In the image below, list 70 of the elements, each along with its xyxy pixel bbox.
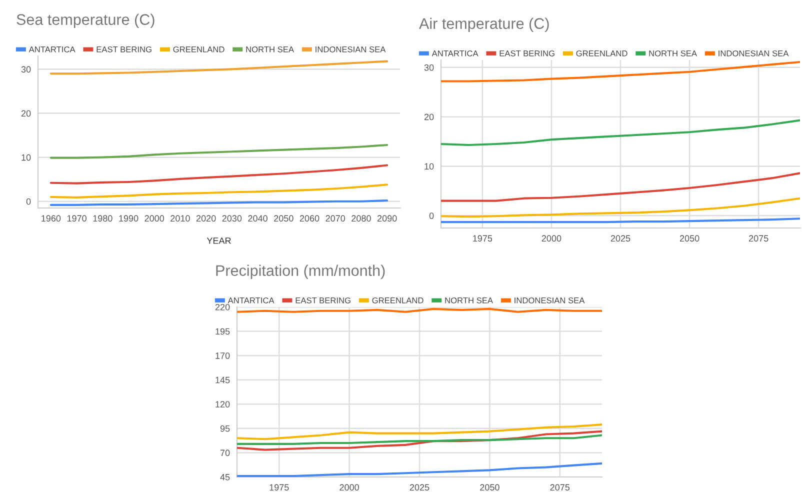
line-series xyxy=(441,60,800,82)
x-tick-label: 2040 xyxy=(248,215,268,222)
x-tick-label: 2050 xyxy=(680,235,700,242)
y-tick-label: 0 xyxy=(26,198,31,205)
line-series xyxy=(50,164,388,184)
y-tick-label: 20 xyxy=(21,110,31,117)
y-tick-label: 45 xyxy=(220,474,230,480)
x-tick-label: 2025 xyxy=(410,484,430,491)
line-series xyxy=(50,144,388,159)
legend-label: EAST BERING xyxy=(296,297,350,304)
y-tick-label: 220 xyxy=(215,304,230,310)
legend-label: NORTH SEA xyxy=(445,297,493,304)
chart-title: Sea temperature (C) xyxy=(16,14,154,28)
legend-label: GREENLAND xyxy=(372,297,424,304)
x-tick-label: 1990 xyxy=(119,215,138,222)
y-tick-label: 30 xyxy=(424,64,434,71)
line-series xyxy=(441,119,800,146)
x-tick-label: 2010 xyxy=(170,215,190,222)
legend-label: NORTH SEA xyxy=(246,46,294,52)
legend-label: GREENLAND xyxy=(576,50,628,56)
x-tick-label: 2000 xyxy=(144,215,164,222)
legend-label: NORTH SEA xyxy=(649,50,697,56)
y-tick-label: 170 xyxy=(216,352,230,359)
y-tick-label: 195 xyxy=(216,328,230,335)
legend-label: ANTARTICA xyxy=(432,50,478,56)
legend-label: ANTARTICA xyxy=(28,46,76,52)
y-tick-label: 95 xyxy=(220,425,230,432)
x-tick-label: 1970 xyxy=(67,215,86,222)
x-tick-label: 2050 xyxy=(480,484,500,491)
line-series xyxy=(237,430,602,451)
y-tick-label: 10 xyxy=(22,154,31,161)
legend-label: INDONESIAN SEA xyxy=(514,297,585,304)
legend-label: INDONESIAN SEA xyxy=(316,46,386,52)
legend-label: GREENLAND xyxy=(173,46,224,52)
x-tick-label: 1960 xyxy=(42,215,61,222)
x-axis-title: YEAR xyxy=(206,238,231,244)
y-tick-label: 145 xyxy=(216,376,230,384)
chart-title: Air temperature (C) xyxy=(419,18,549,32)
y-tick-label: 30 xyxy=(21,66,31,73)
x-tick-label: 2030 xyxy=(222,215,242,222)
line-series xyxy=(237,434,602,446)
x-tick-label: 2070 xyxy=(326,215,346,222)
y-tick-label: 20 xyxy=(424,114,434,120)
line-series xyxy=(441,172,800,202)
y-tick-label: 120 xyxy=(216,401,230,408)
x-tick-label: 2020 xyxy=(196,215,216,222)
chart-title: Precipitation (mm/month) xyxy=(216,264,385,279)
y-tick-label: 70 xyxy=(220,450,230,456)
x-tick-label: 2075 xyxy=(550,484,570,491)
y-tick-label: 0 xyxy=(429,212,434,220)
line-series xyxy=(50,60,388,75)
x-tick-label: 2090 xyxy=(377,215,397,222)
x-tick-label: 2000 xyxy=(542,235,562,242)
y-tick-label: 10 xyxy=(424,163,434,170)
legend-label: EAST BERING xyxy=(96,46,152,52)
line-series xyxy=(50,184,388,198)
x-tick-label: 2025 xyxy=(610,235,630,242)
legend-label: ANTARTICA xyxy=(228,297,274,304)
x-tick-label: 2060 xyxy=(300,215,320,222)
x-tick-label: 1975 xyxy=(473,235,492,242)
x-tick-label: 2050 xyxy=(274,215,294,222)
x-tick-label: 2080 xyxy=(352,215,371,222)
x-tick-label: 1975 xyxy=(270,484,289,491)
legend-label: EAST BERING xyxy=(500,50,554,56)
legend-label: INDONESIAN SEA xyxy=(718,50,789,56)
x-tick-label: 2000 xyxy=(340,484,359,491)
line-series xyxy=(441,197,800,218)
x-tick-label: 2075 xyxy=(748,235,768,242)
line-series xyxy=(237,424,602,440)
x-tick-label: 1980 xyxy=(93,215,112,222)
